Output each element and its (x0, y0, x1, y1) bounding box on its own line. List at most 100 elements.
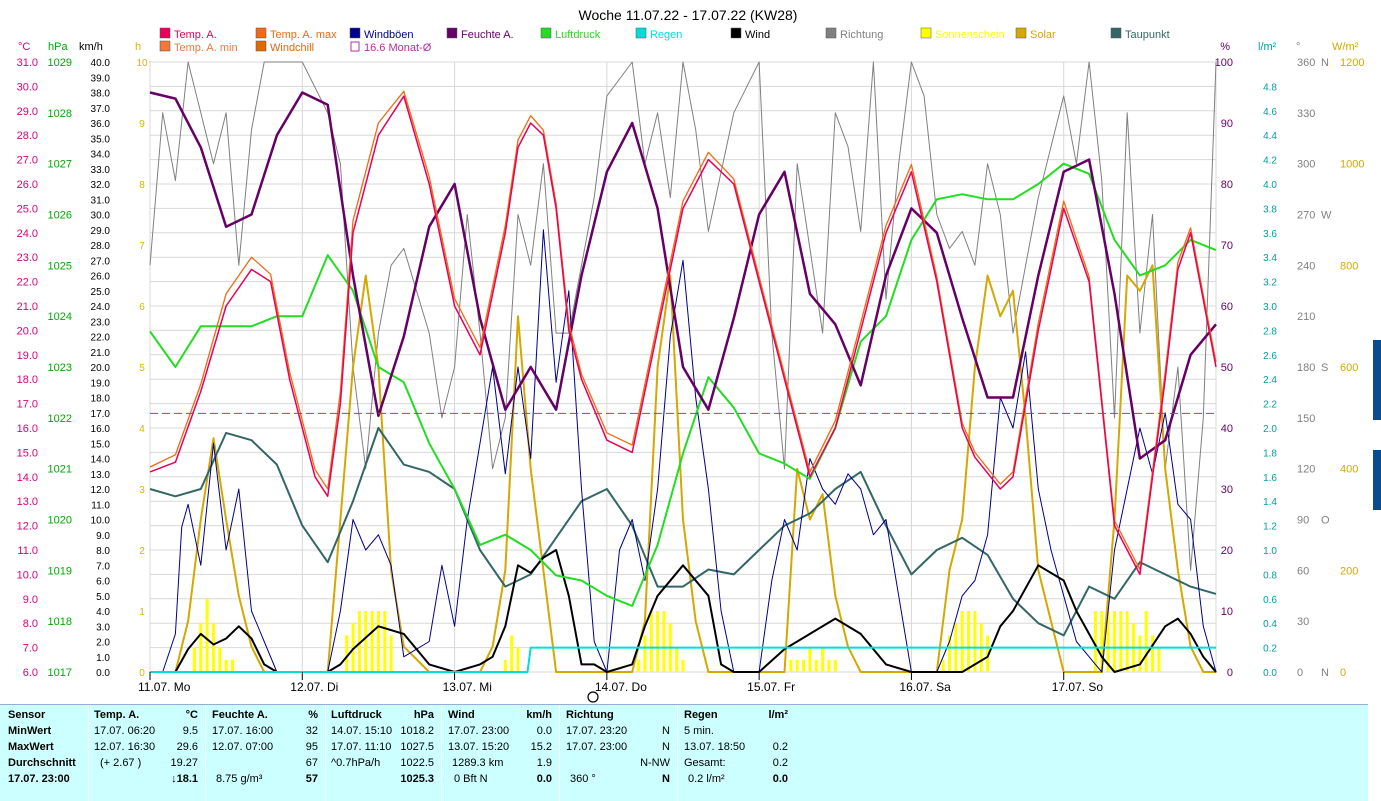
series-line (149, 61, 1217, 571)
axis-unit-temp: °C (18, 41, 30, 53)
wind-tick-label: 30.0 (91, 211, 111, 222)
wind-tick-label: 15.0 (91, 439, 111, 450)
direction-min-value: N (662, 725, 670, 737)
legend-item: Windböen (349, 27, 414, 41)
temp-tick-label: 21.0 (17, 301, 38, 313)
temp-avg-diff: (+ 2.67 ) (100, 757, 142, 769)
sunshine-bar (383, 611, 387, 672)
legend-item: Regen (635, 27, 682, 41)
stats-rain-column: Regen l/m² 5 min. 13.07. 18:50 0.2 Gesamt:… (684, 709, 790, 789)
direction-compass-label: N (1321, 667, 1329, 679)
rain-tick-label: 0.6 (1263, 595, 1277, 606)
wind-max-value: 15.2 (530, 741, 552, 753)
sunshine-bar (833, 659, 837, 672)
legend-swatch (730, 27, 742, 39)
rain-tick-label: 2.4 (1263, 375, 1277, 386)
pressure-current: 1025.3 (400, 773, 434, 785)
pressure-tick-label: 1020 (48, 515, 72, 527)
rain-tick-label: 2.8 (1263, 326, 1277, 337)
rain-tick-label: 4.2 (1263, 156, 1277, 167)
legend-item: Richtung (825, 27, 883, 41)
legend-item: Solar (1015, 27, 1056, 41)
wind-tick-label: 11.0 (91, 500, 110, 511)
rain-tick-label: 3.4 (1263, 253, 1277, 264)
wind-tick-label: 21.0 (91, 348, 111, 359)
sunshine-tick-label: 10 (136, 58, 148, 69)
direction-compass-label: O (1321, 515, 1330, 527)
temp-tick-label: 12.0 (17, 521, 38, 533)
legend-swatch (255, 40, 267, 52)
legend-label: Temp. A. max (270, 29, 337, 41)
sunshine-bar (192, 647, 196, 672)
pressure-trend: ^0.7hPa/h (331, 757, 381, 769)
rain-tick-label: 0.2 (1263, 644, 1277, 655)
sunshine-bar (948, 635, 951, 672)
sunshine-bar (637, 659, 641, 672)
series-line (149, 162, 1217, 607)
sunshine-bar (821, 647, 825, 672)
sunshine-tick-label: 6 (139, 302, 145, 313)
humidity-tick-label: 100 (1215, 57, 1233, 69)
rain-unit: l/m² (768, 709, 788, 721)
temp-max-value: 29.6 (176, 741, 198, 753)
axis-unit-humidity: % (1220, 41, 1230, 53)
direction-min-time: 17.07. 23:20 (566, 725, 628, 737)
sunshine-bar (795, 659, 799, 672)
temp-tick-label: 11.0 (17, 545, 38, 557)
temp-tick-label: 26.0 (17, 179, 38, 191)
legend-item: Taupunkt (1110, 27, 1170, 41)
sunshine-bar (1119, 611, 1123, 672)
sunshine-bar (389, 635, 393, 672)
x-tick-label: 17.07. So (1052, 680, 1104, 694)
axis-unit-sunshine: h (135, 41, 141, 53)
humidity-tick-label: 60 (1221, 301, 1233, 313)
wind-tick-label: 16.0 (91, 424, 111, 435)
sunshine-bar (967, 611, 971, 672)
solar-tick-label: 800 (1340, 260, 1358, 272)
sunshine-tick-label: 1 (139, 607, 145, 618)
axis-unit-solar: W/m² (1332, 41, 1359, 53)
temp-tick-label: 28.0 (17, 130, 38, 142)
temp-tick-label: 6.0 (23, 667, 38, 679)
sunshine-bar (973, 611, 977, 672)
pressure-tick-label: 1029 (48, 57, 72, 69)
temp-tick-label: 14.0 (17, 472, 38, 484)
sunshine-tick-label: 0 (139, 668, 145, 679)
temp-tick-label: 9.0 (23, 594, 38, 606)
direction-tick-label: 150 (1297, 413, 1315, 425)
humidity-avg-value: 67 (305, 757, 318, 769)
legend-swatch (1015, 27, 1027, 39)
wind-tick-label: 29.0 (91, 226, 111, 237)
temp-tick-label: 27.0 (17, 155, 38, 167)
humidity-tick-label: 90 (1221, 118, 1233, 130)
rain-total-label: Gesamt: (684, 757, 726, 769)
sunshine-bar (230, 659, 234, 672)
weather-chart: Woche 11.07.22 - 17.07.22 (KW28) Temp. A… (16, 7, 1365, 703)
rain-max-value: 0.2 (772, 741, 788, 753)
wind-tick-label: 6.0 (96, 577, 110, 588)
direction-tick-label: 240 (1297, 260, 1315, 272)
temp-tick-label: 7.0 (23, 643, 38, 655)
x-tick-label: 11.07. Mo (138, 680, 191, 694)
wind-tick-label: 3.0 (96, 622, 110, 633)
pressure-tick-label: 1018 (48, 616, 72, 628)
rain-max-time: 13.07. 18:50 (684, 741, 746, 753)
legend-label: Solar (1030, 29, 1056, 41)
temp-tick-label: 31.0 (17, 57, 38, 69)
humidity-current: 57 (305, 773, 318, 785)
sunshine-bar (662, 611, 666, 672)
pressure-max-value: 1027.5 (400, 741, 434, 753)
legend-item: Luftdruck (540, 27, 601, 41)
moon-phase-icon (587, 691, 599, 703)
sunshine-bar (649, 611, 653, 672)
wind-tick-label: 0.0 (96, 668, 110, 679)
rain-tick-label: 1.6 (1263, 473, 1277, 484)
rain-tick-label: 4.8 (1263, 82, 1277, 93)
wind-tick-label: 40.0 (91, 58, 111, 69)
direction-max-time: 17.07. 23:00 (566, 741, 628, 753)
temp-min-time: 17.07. 06:20 (94, 725, 156, 737)
direction-compass-label: W (1321, 210, 1332, 222)
legend-item: Feuchte A. (446, 27, 514, 41)
rain-current-label: 0.2 l/m² (688, 773, 725, 785)
sunshine-bar (345, 635, 349, 672)
